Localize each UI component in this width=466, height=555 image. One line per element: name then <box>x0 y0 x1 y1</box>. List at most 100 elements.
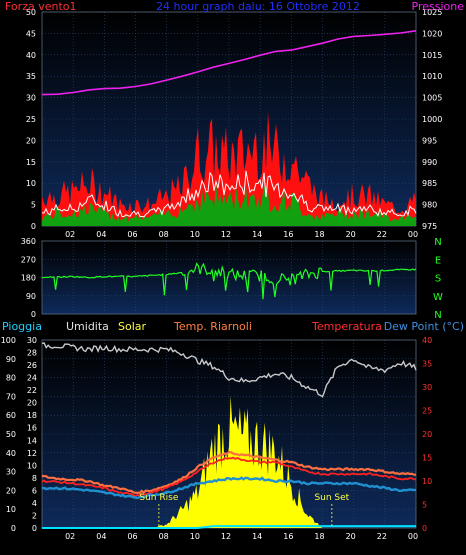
legend-dew-point: Dew Point (°C) <box>384 320 464 333</box>
direction-tick-label: 270 <box>21 255 36 264</box>
temp-tick-label: 10 <box>422 477 432 486</box>
hour-tick-label: 10 <box>190 532 200 541</box>
hour-tick-label: 08 <box>159 230 169 239</box>
hour-tick-label: 06 <box>127 532 137 541</box>
temperature-line <box>41 456 417 497</box>
humidity-tick-label: 50 <box>6 430 16 439</box>
legend-rain: Pioggia <box>2 320 42 333</box>
hour-tick-label: 22 <box>377 230 387 239</box>
legend-solar: Solar <box>118 320 147 333</box>
wind-marks <box>41 30 417 226</box>
hour-tick-label: 16 <box>283 532 293 541</box>
hour-tick-label: 02 <box>65 230 75 239</box>
pressure-tick-label: 1015 <box>422 51 442 60</box>
pressure-tick-label: 975 <box>422 222 437 231</box>
pressure-tick-label: 995 <box>422 136 437 145</box>
temp-tick-label: 40 <box>422 336 432 345</box>
humidity-tick-label: 90 <box>6 355 16 364</box>
compass-label: N <box>434 310 441 321</box>
hour-tick-label: 18 <box>314 532 324 541</box>
legend-humidity: Umidita <box>66 320 109 333</box>
sun-set-label: Sun Set <box>314 493 349 503</box>
temp-tick-label: 15 <box>422 454 432 463</box>
wind-direction-line <box>41 262 417 300</box>
pressure-tick-label: 990 <box>422 158 437 167</box>
legend-app-temp: Temp. Riarnoli <box>173 320 252 333</box>
humidity-tick-label: 60 <box>6 411 16 420</box>
hour-tick-label: 04 <box>96 532 106 541</box>
hour-tick-label: 02 <box>65 532 75 541</box>
chart-title: 24 hour graph dalu: 16 Ottobre 2012 <box>156 0 360 13</box>
dew-point-line <box>42 476 417 500</box>
hour-tick-label: 16 <box>283 230 293 239</box>
pressure-tick-label: 1020 <box>422 29 442 38</box>
wind-tick-label: 25 <box>26 115 36 124</box>
hour-tick-label: 14 <box>252 230 262 239</box>
mid-tick-label: 18 <box>27 411 37 420</box>
direction-grid <box>41 240 417 315</box>
mid-tick-label: 10 <box>27 461 37 470</box>
wind-tick-label: 50 <box>26 8 36 17</box>
hour-tick-label: 04 <box>96 230 106 239</box>
mid-tick-label: 28 <box>27 349 37 358</box>
direction-tick-label: 360 <box>21 237 36 246</box>
humidity-tick-label: 100 <box>1 336 16 345</box>
hour-tick-label: 00 <box>408 230 418 239</box>
pressure-tick-label: 980 <box>422 201 437 210</box>
hour-tick-label: 14 <box>252 532 262 541</box>
pressure-tick-label: 1005 <box>422 94 442 103</box>
humidity-line <box>41 342 417 398</box>
wind-tick-label: 20 <box>26 136 36 145</box>
pressure-tick-label: 1000 <box>422 115 442 124</box>
wind-tick-label: 30 <box>26 94 36 103</box>
mid-tick-label: 4 <box>32 499 37 508</box>
wind-tick-label: 15 <box>26 158 36 167</box>
mid-tick-label: 16 <box>27 424 37 433</box>
pressure-tick-label: 1025 <box>422 8 442 17</box>
legend-temperature: Temperatura <box>311 320 382 333</box>
mid-tick-label: 2 <box>32 511 37 520</box>
humidity-tick-label: 20 <box>6 486 16 495</box>
pressure-line <box>41 30 417 96</box>
humidity-tick-label: 0 <box>11 524 16 533</box>
pressure-axis-title: Pressione <box>412 0 465 13</box>
hour-tick-label: 20 <box>346 230 356 239</box>
mid-tick-label: 26 <box>27 361 37 370</box>
humidity-tick-label: 30 <box>6 468 16 477</box>
direction-marks <box>41 262 417 300</box>
mid-tick-label: 22 <box>27 386 37 395</box>
compass-label: W <box>433 292 443 303</box>
humidity-tick-label: 80 <box>6 374 16 383</box>
mid-tick-label: 12 <box>27 449 37 458</box>
axis-labels: 0510152025303540455097598098599099510001… <box>1 8 443 541</box>
mid-tick-label: 0 <box>32 524 37 533</box>
humidity-tick-label: 70 <box>6 392 16 401</box>
rain-line <box>42 525 416 529</box>
pressure-tick-label: 985 <box>422 179 437 188</box>
hour-tick-label: 06 <box>127 230 137 239</box>
compass-label: E <box>435 255 441 266</box>
temp-tick-label: 0 <box>422 524 427 533</box>
hour-tick-label: 22 <box>377 532 387 541</box>
humidity-tick-label: 10 <box>6 505 16 514</box>
apparent-temp-line <box>41 450 416 495</box>
compass-label: N <box>434 237 441 248</box>
wind-speed-area <box>42 183 416 226</box>
hour-tick-label: 12 <box>221 230 231 239</box>
hour-tick-label: 00 <box>408 532 418 541</box>
wind-axis-title: Forza vento1 <box>5 0 77 13</box>
temp-tick-label: 20 <box>422 430 432 439</box>
temp-tick-label: 25 <box>422 407 432 416</box>
mid-tick-label: 8 <box>32 474 37 483</box>
hour-tick-label: 18 <box>314 230 324 239</box>
temp-tick-label: 30 <box>422 383 432 392</box>
mid-tick-label: 24 <box>27 374 37 383</box>
direction-tick-label: 0 <box>31 310 36 319</box>
hour-tick-label: 10 <box>190 230 200 239</box>
wind-tick-label: 5 <box>31 201 36 210</box>
humidity-tick-label: 40 <box>6 449 16 458</box>
sun-rise-label: Sun Rise <box>139 493 178 503</box>
wind-tick-label: 0 <box>31 222 36 231</box>
pressure-tick-label: 1010 <box>422 72 442 81</box>
